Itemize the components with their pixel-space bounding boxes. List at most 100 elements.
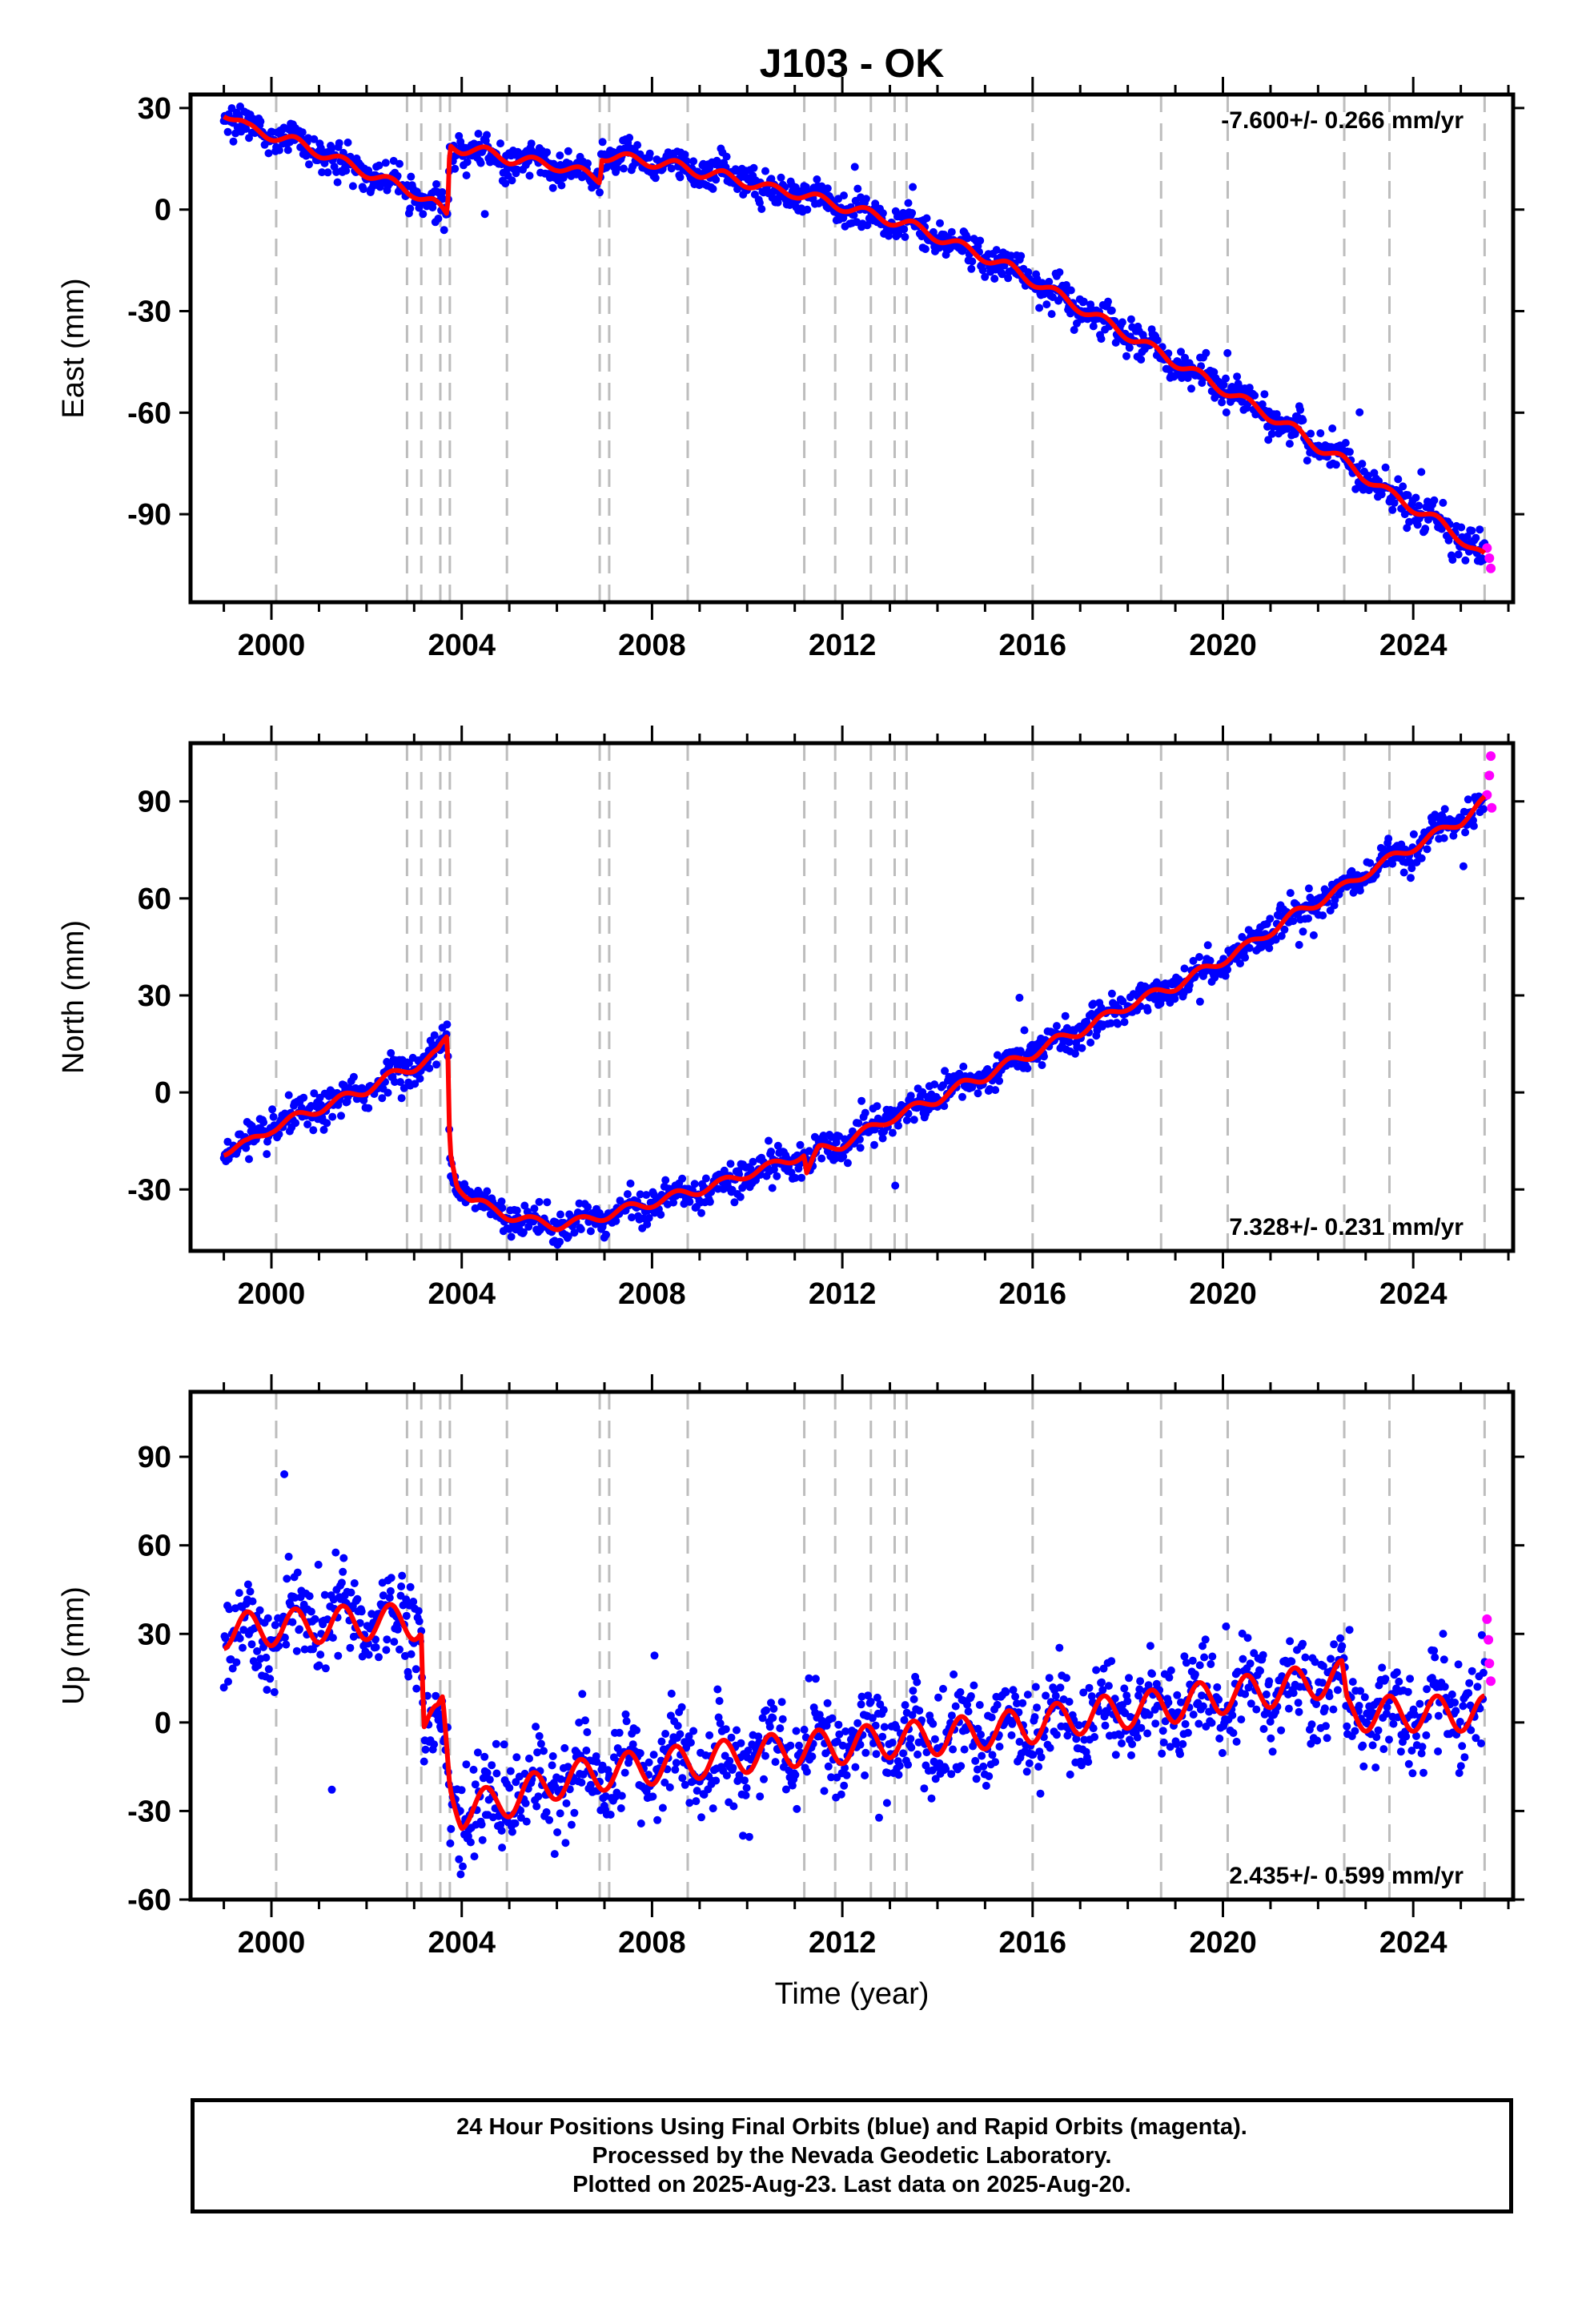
final-orbit-point: [242, 124, 251, 133]
final-orbit-point: [1045, 1674, 1054, 1683]
final-orbit-point: [667, 164, 676, 173]
final-orbit-point: [741, 1776, 749, 1785]
final-orbit-point: [1355, 887, 1364, 895]
final-orbit-point: [1017, 251, 1026, 260]
final-orbit-point: [872, 1750, 881, 1759]
final-orbit-point: [543, 148, 552, 157]
final-orbit-point: [873, 1693, 881, 1702]
final-orbit-point: [1360, 1693, 1369, 1702]
final-orbit-point: [1180, 1652, 1189, 1661]
final-orbit-point: [270, 1688, 279, 1696]
final-orbit-point: [739, 1831, 747, 1840]
final-orbit-point: [1221, 971, 1230, 980]
final-orbit-point: [440, 226, 448, 235]
final-orbit-point: [936, 219, 944, 227]
final-orbit-point: [918, 1088, 927, 1096]
model-line: [223, 1602, 1486, 1831]
final-orbit-point: [1128, 1740, 1137, 1748]
final-orbit-point: [283, 1574, 291, 1583]
final-orbit-point: [971, 1756, 980, 1765]
final-orbit-point: [1092, 1666, 1101, 1675]
final-orbit-point: [628, 1213, 636, 1222]
final-orbit-point: [396, 1645, 404, 1654]
final-orbit-point: [813, 175, 821, 183]
final-orbit-point: [1011, 1692, 1020, 1701]
final-orbit-point: [908, 1711, 917, 1719]
final-orbit-point: [1047, 310, 1056, 319]
final-orbit-point: [1359, 485, 1367, 494]
final-orbit-point: [1148, 1670, 1156, 1679]
final-orbit-point: [793, 1804, 801, 1813]
final-orbit-point: [1447, 1690, 1456, 1699]
final-orbit-point: [411, 1080, 420, 1088]
final-orbit-point: [353, 1594, 362, 1603]
final-orbit-point: [909, 1116, 918, 1124]
final-orbit-point: [960, 1745, 969, 1754]
final-orbit-point: [1251, 391, 1259, 400]
final-orbit-point: [1232, 1737, 1241, 1746]
final-orbit-point: [1245, 943, 1254, 952]
final-orbit-point: [420, 1757, 428, 1766]
final-orbit-point: [1213, 1683, 1222, 1691]
final-orbit-point: [690, 1180, 699, 1188]
final-orbit-point: [843, 1159, 852, 1168]
final-orbit-point: [1286, 1637, 1295, 1646]
panel-up: 90 60 30 0 -30 -60 2000 2004 2008 2012 2016 2020 202…: [57, 1374, 1524, 2011]
final-orbit-point: [643, 1220, 652, 1228]
final-orbit-point: [1031, 1683, 1040, 1691]
final-orbit-point: [705, 1731, 714, 1739]
final-orbit-point: [562, 1799, 571, 1807]
final-orbit-point: [456, 1870, 465, 1879]
final-orbit-point: [1464, 1689, 1473, 1698]
final-orbit-point: [1265, 1677, 1274, 1686]
final-orbit-point: [1408, 1769, 1417, 1778]
final-orbit-point: [991, 1086, 1000, 1095]
final-orbit-point: [248, 1597, 257, 1606]
final-orbit-point: [331, 1548, 340, 1557]
final-orbit-point: [556, 1775, 565, 1783]
final-orbit-point: [519, 1228, 528, 1236]
final-orbit-point: [505, 1783, 514, 1792]
final-orbit-point: [548, 1752, 557, 1760]
final-orbit-point: [556, 1809, 564, 1818]
y-tick-label: 30: [138, 979, 171, 1013]
final-orbit-point: [596, 188, 604, 197]
final-orbit-point: [349, 1072, 358, 1081]
footer-box: 24 Hour Positions Using Final Orbits (bl…: [191, 2098, 1513, 2213]
final-orbit-point: [1304, 915, 1312, 923]
final-orbit-point: [868, 1714, 877, 1723]
final-orbit-point: [320, 1590, 329, 1599]
final-orbit-point: [1411, 493, 1420, 502]
final-orbit-point: [904, 1760, 913, 1769]
final-orbit-point: [398, 1571, 407, 1580]
final-orbit-point: [1467, 1726, 1476, 1735]
final-orbit-point: [548, 1761, 556, 1770]
final-orbit-point: [1172, 1739, 1181, 1748]
final-orbit-point: [310, 1089, 319, 1098]
final-orbit-point: [1036, 1789, 1045, 1798]
final-orbit-point: [705, 1197, 714, 1206]
final-orbit-point: [556, 151, 564, 160]
final-orbit-point: [837, 1790, 845, 1799]
final-orbit-point: [259, 1118, 268, 1127]
final-orbit-point: [626, 1179, 635, 1188]
final-orbit-point: [612, 164, 621, 173]
final-orbit-point: [831, 1154, 840, 1163]
final-orbit-point: [754, 1732, 763, 1741]
final-orbit-point: [1074, 1721, 1083, 1730]
final-orbit-point: [802, 1767, 811, 1776]
final-orbit-point: [857, 1096, 866, 1105]
final-orbit-point: [1035, 304, 1044, 312]
final-orbit-point: [1123, 1697, 1132, 1706]
final-orbit-point: [1477, 1739, 1485, 1747]
final-orbit-point: [1013, 1699, 1021, 1708]
final-orbit-point: [1378, 1663, 1387, 1672]
final-orbit-point: [1062, 281, 1070, 289]
final-orbit-point: [661, 1778, 669, 1787]
final-orbit-point: [977, 1731, 985, 1739]
velocity-annotation: -7.600+/- 0.266 mm/yr: [1221, 107, 1464, 134]
final-orbit-point: [1195, 1719, 1203, 1728]
x-tick-label: 2000: [238, 1926, 306, 1960]
final-orbit-point: [722, 1771, 731, 1780]
rapid-orbit-points: [1482, 543, 1496, 573]
